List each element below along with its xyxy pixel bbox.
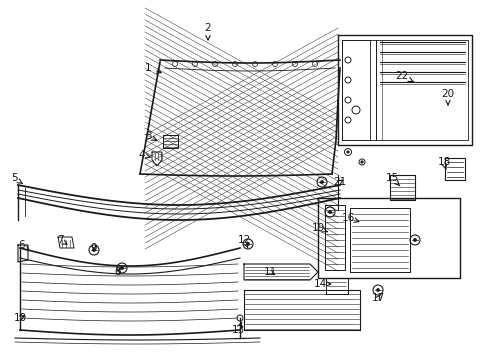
- Circle shape: [347, 151, 349, 153]
- Text: 8: 8: [115, 267, 122, 277]
- Text: 11: 11: [264, 267, 277, 277]
- Text: 22: 22: [395, 71, 414, 82]
- Text: 17: 17: [371, 293, 385, 303]
- Text: 3: 3: [145, 131, 157, 141]
- Text: 14: 14: [314, 279, 331, 289]
- Text: 5: 5: [11, 173, 23, 184]
- Circle shape: [320, 180, 323, 184]
- Text: 2: 2: [205, 23, 211, 40]
- Text: 15: 15: [385, 173, 400, 186]
- Circle shape: [376, 288, 379, 292]
- Circle shape: [361, 161, 363, 163]
- Text: 21: 21: [333, 177, 346, 187]
- Circle shape: [93, 248, 96, 252]
- Text: 7: 7: [57, 235, 67, 245]
- Text: 19: 19: [311, 223, 327, 233]
- Text: 20: 20: [441, 89, 455, 105]
- Text: 10: 10: [13, 313, 26, 323]
- Circle shape: [246, 243, 249, 246]
- Text: 12: 12: [237, 235, 250, 248]
- Text: 16: 16: [342, 213, 359, 223]
- Text: 4: 4: [139, 150, 151, 160]
- Circle shape: [414, 239, 416, 242]
- Circle shape: [121, 266, 123, 270]
- Text: 13: 13: [231, 322, 245, 335]
- Text: 9: 9: [91, 243, 98, 253]
- Circle shape: [328, 211, 332, 213]
- Text: 1: 1: [145, 63, 161, 73]
- Text: 18: 18: [438, 157, 451, 170]
- Text: 6: 6: [19, 240, 29, 250]
